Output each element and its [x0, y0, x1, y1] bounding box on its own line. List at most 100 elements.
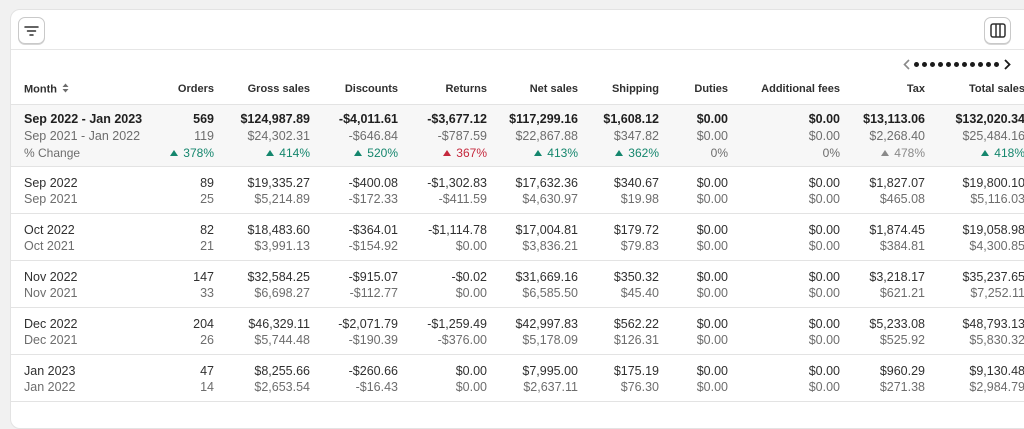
- cell-returns: -$0.02: [451, 270, 487, 284]
- table-row[interactable]: Sep 2022 89 $19,335.27 -$400.08 -$1,302.83 $1…: [11, 166, 1024, 213]
- chevron-left-icon[interactable]: [901, 57, 911, 71]
- cell-fees: $0.00: [808, 380, 840, 394]
- table-row[interactable]: Dec 2022 204 $46,329.11 -$2,071.79 -$1,259.4…: [11, 307, 1024, 354]
- report-card: Month Orders Gross sales Discounts Retur…: [10, 9, 1024, 429]
- column-header-month[interactable]: Month: [24, 83, 69, 96]
- cell-duties: $0.00: [696, 333, 728, 347]
- cell-total: $19,058.98: [962, 223, 1024, 237]
- cell-month: Nov 2021: [24, 286, 78, 300]
- cell-total: $4,300.85: [969, 239, 1024, 253]
- cell-tax: $271.38: [879, 380, 925, 394]
- toolbar: [11, 10, 1024, 50]
- cell-shipping: $175.19: [613, 364, 659, 378]
- filter-button[interactable]: [18, 17, 45, 44]
- cell-gross: $18,483.60: [247, 223, 310, 237]
- comparison-line: Sep 2021 - Jan 2022 119 $24,302.31 -$646.84…: [11, 128, 1024, 144]
- cell-total: $5,116.03: [970, 192, 1024, 206]
- cell-duties: $0.00: [696, 223, 728, 237]
- cell-total: $132,020.34: [955, 112, 1024, 126]
- column-header-gross-sales[interactable]: Gross sales: [247, 83, 310, 95]
- cell-returns: -$1,114.78: [428, 223, 487, 237]
- cell-shipping: $350.32: [613, 270, 659, 284]
- cell-gross: $2,653.54: [254, 380, 310, 394]
- column-header-net-sales[interactable]: Net sales: [529, 83, 578, 95]
- cell-gross: $5,744.48: [254, 333, 310, 347]
- cell-tax: $3,218.17: [869, 270, 925, 284]
- table-row[interactable]: Nov 2022 147 $32,584.25 -$915.07 -$0.02 $31,6…: [11, 260, 1024, 307]
- column-header-duties[interactable]: Duties: [694, 83, 728, 95]
- column-header-total-sales[interactable]: Total sales: [968, 83, 1024, 95]
- cell-net: $17,632.36: [515, 176, 578, 190]
- cell-shipping: $19.98: [620, 192, 659, 206]
- cell-month: Dec 2021: [24, 333, 78, 347]
- comparison-line: Sep 2021 25 $5,214.89 -$172.33 -$411.59 $4,63…: [11, 191, 1024, 207]
- cell-gross: $32,584.25: [247, 270, 310, 284]
- cell-month: Nov 2022: [24, 270, 78, 284]
- column-header-shipping[interactable]: Shipping: [611, 83, 659, 95]
- cell-duties: $0.00: [696, 112, 728, 126]
- column-header-additional-fees[interactable]: Additional fees: [761, 83, 840, 95]
- cell-duties: $0.00: [696, 286, 728, 300]
- percent-value: 478%: [894, 146, 925, 160]
- column-header-returns[interactable]: Returns: [445, 83, 487, 95]
- cell-shipping: $79.83: [620, 239, 659, 253]
- cell-total: 418%: [981, 145, 1024, 161]
- sort-arrows-icon[interactable]: [62, 83, 69, 96]
- cell-discounts: -$364.01: [348, 223, 398, 237]
- column-header-discounts[interactable]: Discounts: [344, 83, 398, 95]
- cell-net: $7,995.00: [522, 364, 578, 378]
- column-header-tax[interactable]: Tax: [906, 83, 925, 95]
- pager-dot: [930, 61, 935, 67]
- cell-fees: $0.00: [808, 112, 840, 126]
- comparison-line: Oct 2021 21 $3,991.13 -$154.92 $0.00 $3,836.2…: [11, 238, 1024, 254]
- cell-discounts: 520%: [354, 145, 398, 161]
- cell-fees: $0.00: [808, 239, 840, 253]
- trend-up-icon: [266, 150, 275, 156]
- cell-month: Jan 2023: [24, 364, 76, 378]
- cell-returns: 367%: [443, 145, 487, 161]
- filter-lines-icon: [24, 25, 39, 36]
- column-header-orders[interactable]: Orders: [177, 83, 214, 95]
- cell-shipping: $76.30: [620, 380, 659, 394]
- cell-tax: $13,113.06: [863, 112, 925, 126]
- cell-orders: 25: [200, 192, 214, 206]
- cell-gross: $3,991.13: [254, 239, 310, 253]
- cell-discounts: -$2,071.79: [338, 317, 398, 331]
- chevron-right-icon[interactable]: [1002, 57, 1012, 71]
- table-bottom-border: [11, 401, 1024, 402]
- cell-tax: $384.81: [879, 239, 925, 253]
- cell-net: 413%: [534, 145, 578, 161]
- cell-fees: $0.00: [808, 317, 840, 331]
- cell-fees: 0%: [822, 146, 840, 160]
- cell-fees: $0.00: [808, 129, 840, 143]
- cell-orders: 378%: [170, 145, 214, 161]
- trend-up-icon: [354, 150, 363, 156]
- percent-value: 414%: [279, 146, 310, 160]
- cell-duties: $0.00: [696, 270, 728, 284]
- trend-up-icon: [615, 150, 624, 156]
- cell-orders: 26: [200, 333, 214, 347]
- cell-tax: $525.92: [879, 333, 925, 347]
- pager-dot: [970, 61, 975, 67]
- cell-net: $42,997.83: [515, 317, 578, 331]
- pager-dot: [946, 61, 951, 67]
- columns-button[interactable]: [984, 17, 1011, 44]
- cell-tax: 478%: [881, 145, 925, 161]
- cell-returns: $0.00: [455, 239, 487, 253]
- table-row[interactable]: Jan 2023 47 $8,255.66 -$260.66 $0.00 $7,995.0…: [11, 354, 1024, 401]
- cell-net: $2,637.11: [523, 380, 578, 394]
- cell-tax: $621.21: [879, 286, 925, 300]
- table-row[interactable]: Oct 2022 82 $18,483.60 -$364.01 -$1,114.78 $1…: [11, 213, 1024, 260]
- pager-dot: [954, 61, 959, 67]
- cell-month: Oct 2022: [24, 223, 75, 237]
- cell-total: $25,484.16: [962, 129, 1024, 143]
- percent-value: 520%: [367, 146, 398, 160]
- cell-duties: $0.00: [696, 239, 728, 253]
- cell-orders: 14: [200, 380, 214, 394]
- cell-shipping: $45.40: [620, 286, 659, 300]
- cell-month: Oct 2021: [24, 239, 75, 253]
- cell-orders: 33: [200, 286, 214, 300]
- cell-tax: $5,233.08: [869, 317, 925, 331]
- cell-net: $4,630.97: [522, 192, 578, 206]
- columns-icon: [989, 23, 1006, 38]
